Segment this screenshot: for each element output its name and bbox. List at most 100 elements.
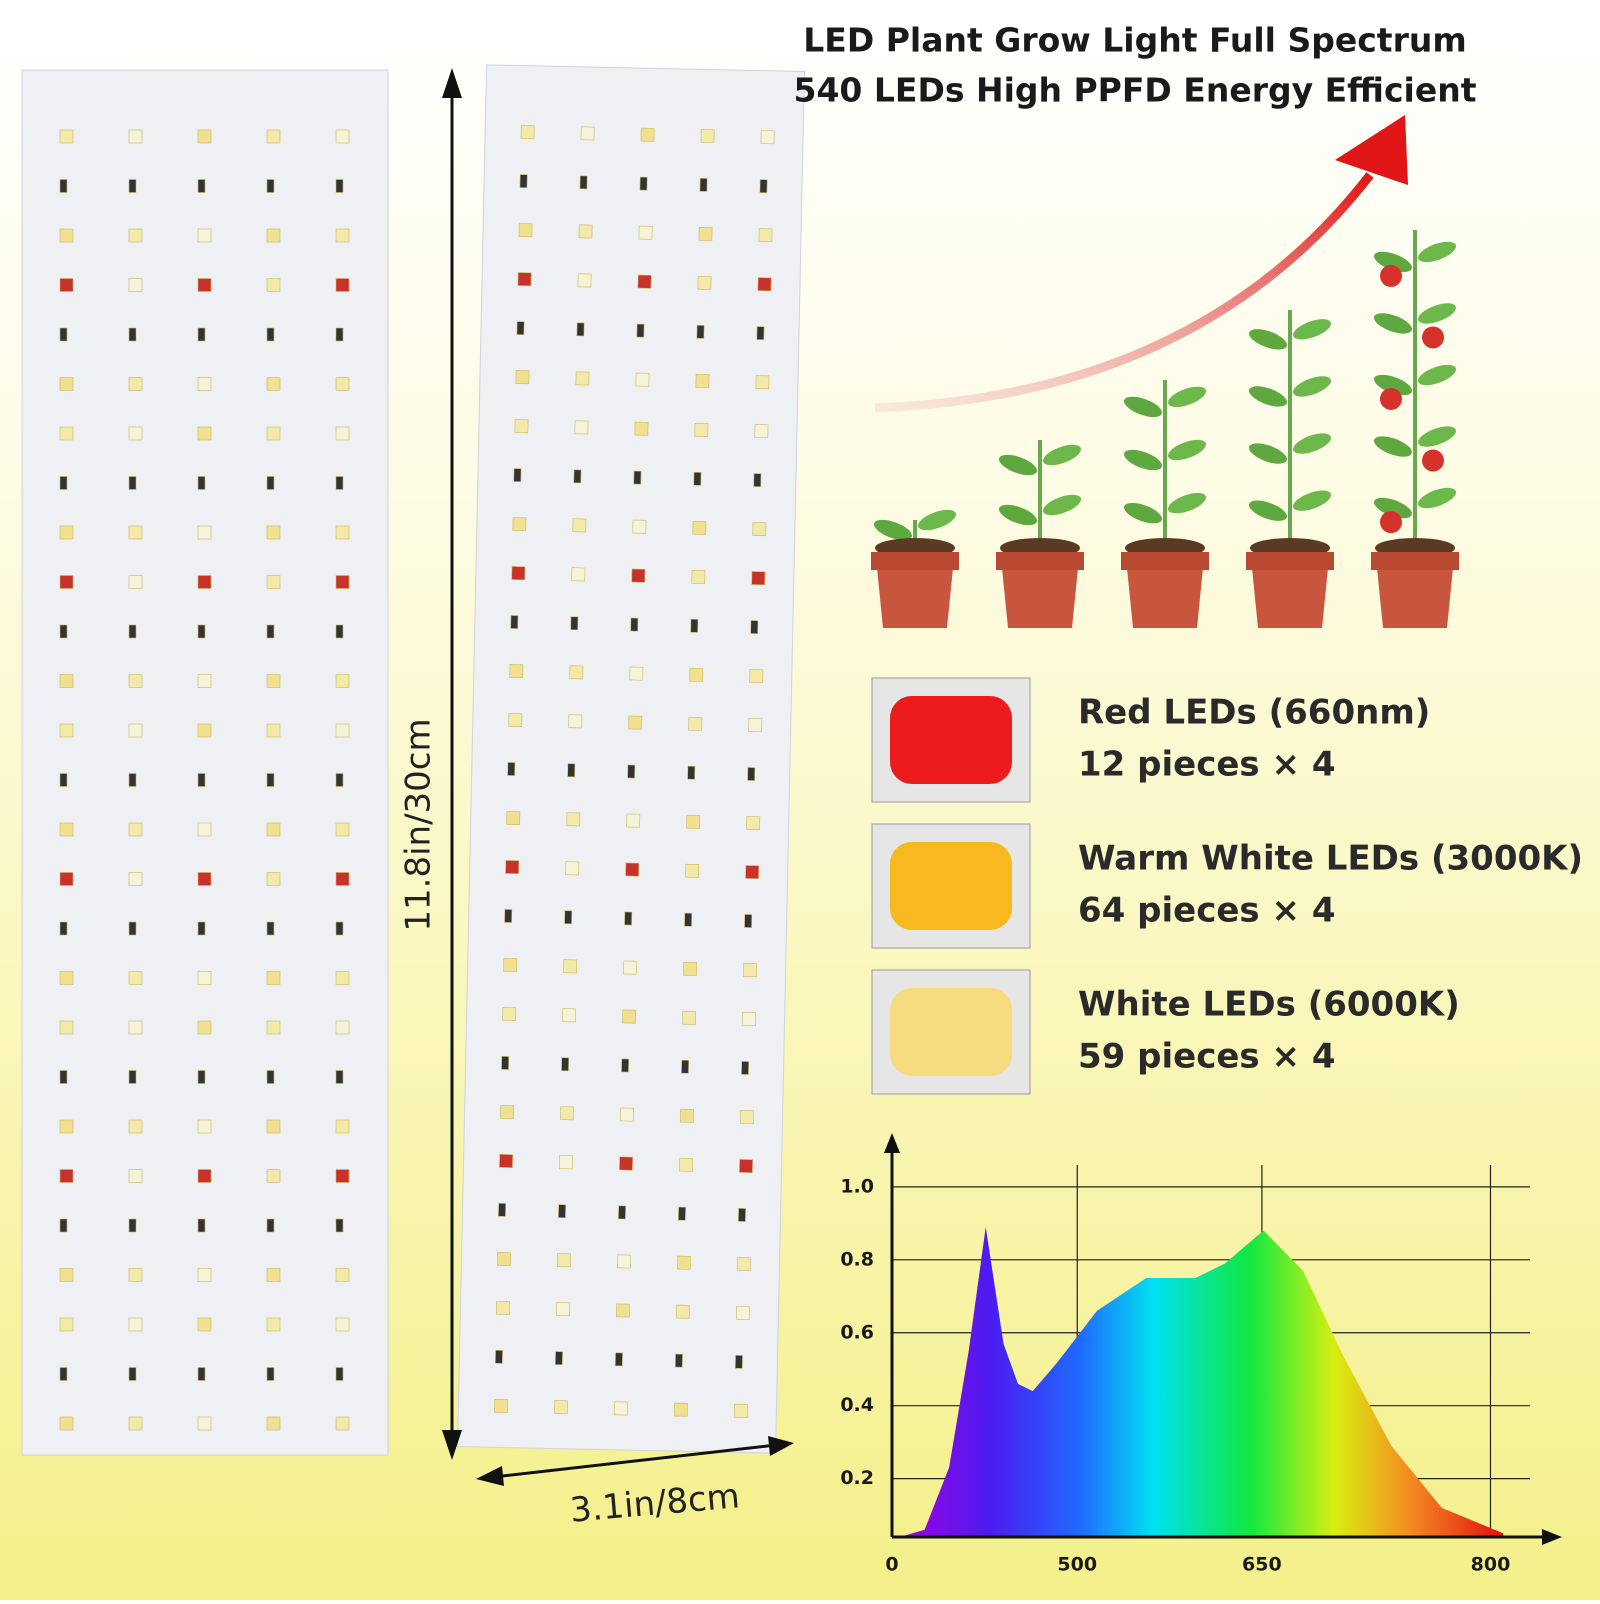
led-chip [499,1154,514,1168]
pot [1127,568,1203,628]
led-chip [760,130,775,145]
led-chip [266,971,281,985]
pot [1252,568,1328,628]
leaf [1374,497,1412,519]
led-chip [335,921,344,936]
led-chip [514,419,529,434]
led-swatch [890,988,1012,1076]
led-chip [758,228,773,243]
led-chip [624,911,633,926]
leaf [1374,251,1412,273]
led-chip [197,971,212,985]
led-chip [197,1020,212,1035]
led-chip [618,1205,626,1220]
board-left [21,69,389,1456]
leaf [1249,443,1287,464]
led-chip [694,422,709,437]
leaf [1293,376,1331,397]
led-chip [335,773,344,787]
led-chip [613,1401,628,1416]
led-chip [266,1218,275,1233]
led-chip [512,517,527,532]
led-chip [197,921,206,936]
led-chip [197,1268,212,1282]
led-chip [562,1008,577,1023]
y-tick-label: 1.0 [840,1175,874,1197]
led-chip [59,278,74,292]
led-boards [21,64,805,1456]
led-chip [496,1301,510,1315]
led-chip [266,1317,281,1332]
led-chip [621,1058,630,1073]
led-chip [59,476,68,490]
led-swatch [890,696,1012,784]
arrow-head [768,1436,794,1456]
led-name: Warm White LEDs (3000K) [1078,839,1583,879]
led-chip [626,813,641,828]
led-chip [59,674,74,688]
led-chip [335,1218,344,1233]
led-chip [197,624,206,639]
led-chip [197,674,212,688]
led-chip [750,620,759,634]
leaf [918,509,956,531]
leaf [1293,490,1331,511]
led-chip [197,575,212,589]
led-chip [266,129,281,144]
led-chip [128,179,137,193]
led-chip [128,872,143,886]
board-right [457,64,805,1454]
led-chip [128,674,143,688]
leaf [999,504,1037,526]
led-chip [639,176,648,191]
led-chip [567,763,576,778]
spectrum-area [899,1227,1504,1537]
led-chip [59,377,74,391]
led-chip [335,575,350,589]
leaf [1168,439,1206,461]
led-chip [748,718,763,733]
led-chip [197,1169,212,1183]
leaf [1124,502,1162,524]
led-chip [197,1317,212,1332]
pot-rim [1121,552,1209,570]
leaf [1374,313,1412,334]
led-chip [266,426,281,441]
led-chip [501,1056,510,1070]
led-chip [682,1010,697,1025]
led-chip [737,1257,751,1271]
led-chip [744,914,753,928]
led-chip [679,1157,693,1172]
led-chip [579,175,588,190]
leaf [1124,449,1162,471]
leaf [1168,492,1206,514]
led-chip [335,476,344,490]
led-count: 59 pieces × 4 [1078,1037,1335,1077]
led-chip [696,325,705,339]
led-chip [676,1304,690,1319]
led-chip [563,959,578,974]
led-chip [556,1302,570,1317]
led-chip [633,470,642,485]
led-chip [128,476,137,490]
led-chip [576,322,585,337]
led-chip [689,667,704,682]
led-chip [677,1255,691,1270]
led-chip [741,1061,750,1075]
led-chip [335,822,350,837]
led-chip [755,375,770,390]
led-chip [59,1218,68,1233]
led-chip [266,723,281,738]
led-chip [756,326,765,341]
led-chip [686,814,701,829]
led-chip [59,921,68,936]
led-chip [266,525,281,540]
led-chip [59,1070,68,1084]
y-tick-label: 0.6 [840,1321,874,1343]
led-chip [498,1203,506,1217]
led-chip [59,1169,74,1183]
led-chip [513,468,522,482]
led-chip [697,276,712,290]
led-chip [59,1119,74,1134]
led-chip [681,1059,690,1074]
